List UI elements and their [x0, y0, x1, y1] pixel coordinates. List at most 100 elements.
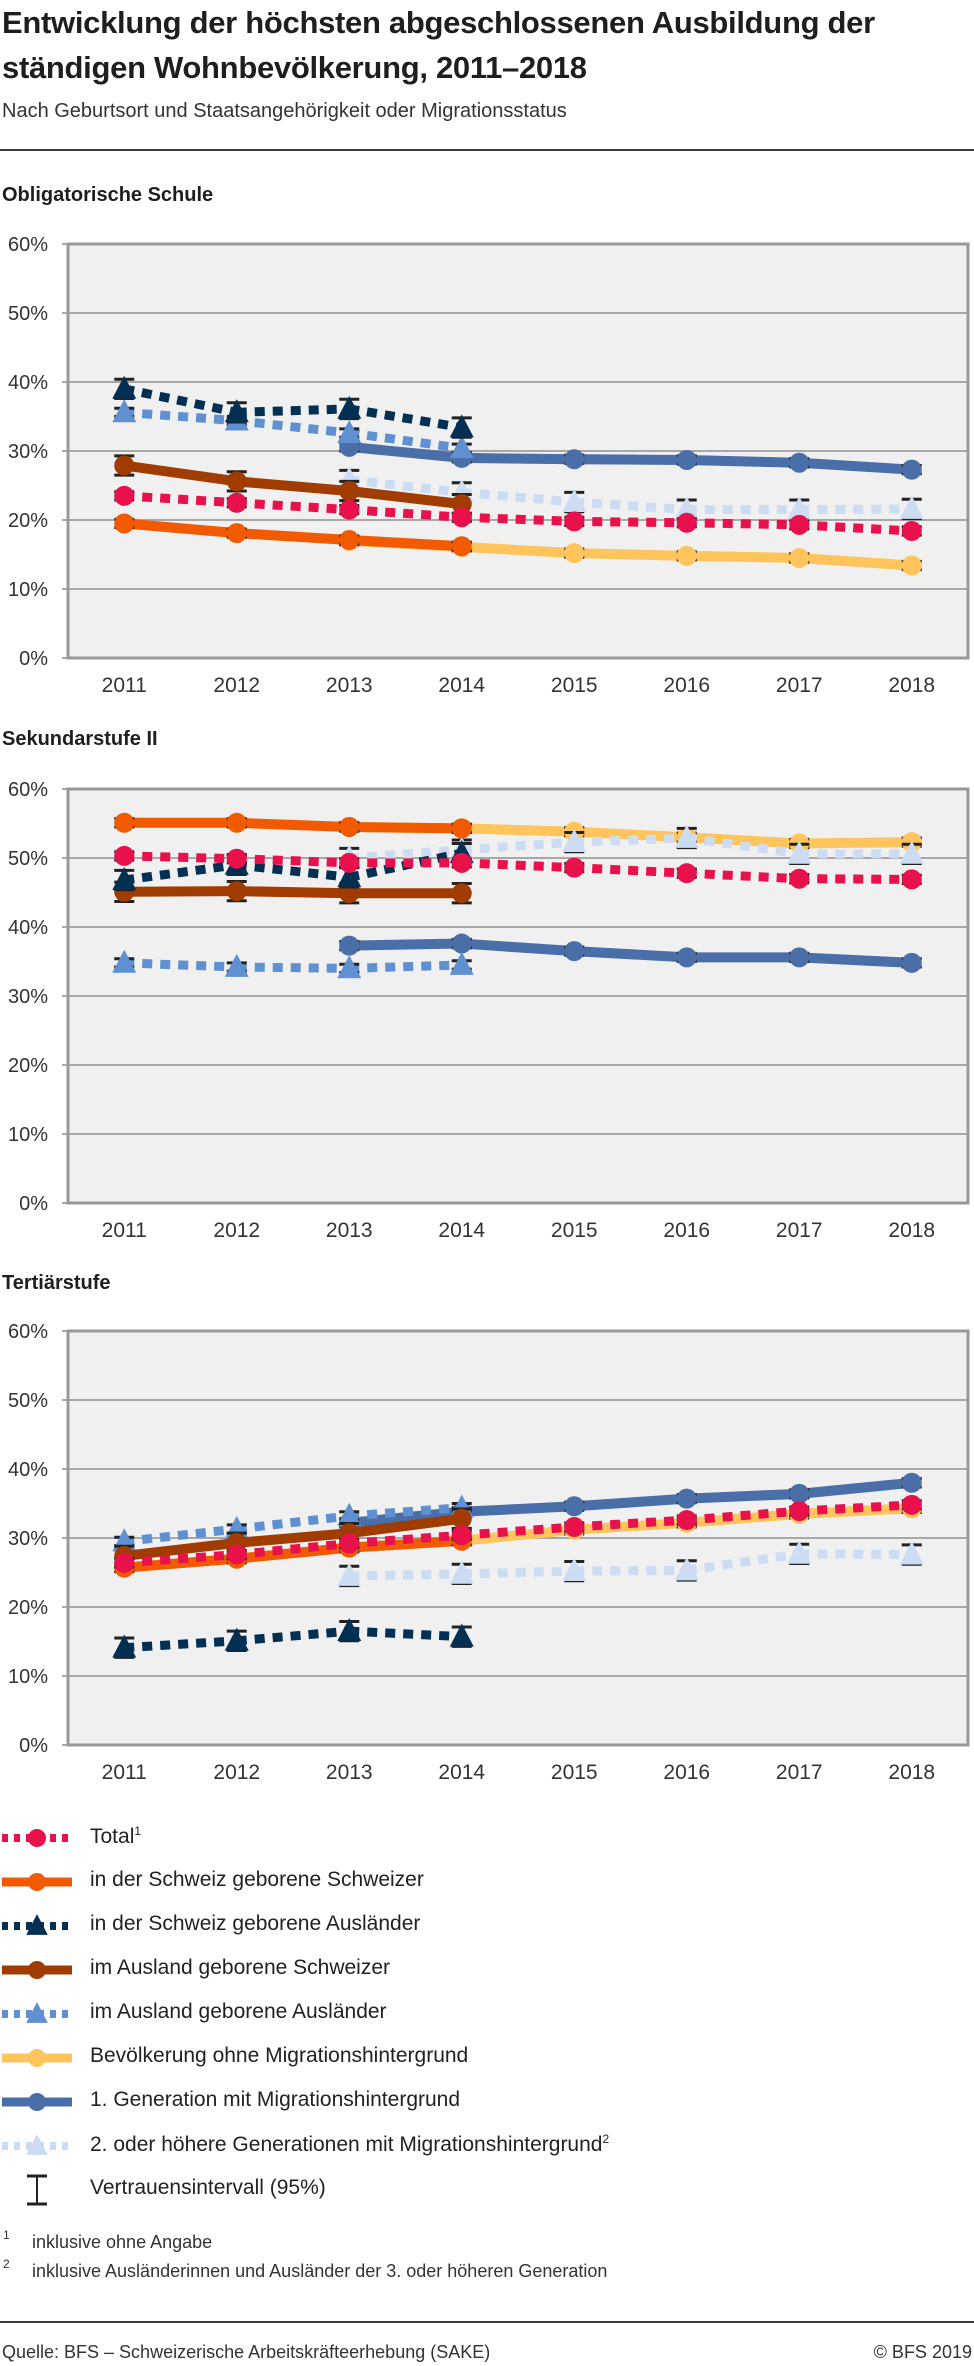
series-line-segment	[573, 1493, 688, 1512]
series-line-segment	[349, 938, 462, 951]
data-point	[339, 1533, 360, 1554]
chart-sekundarstufe: 0% 10% 20% 30% 40% 50% 60% 2011 2012 2013 2014 2015…	[8, 779, 970, 1242]
series-line-segment	[574, 454, 687, 465]
data-point	[787, 496, 812, 520]
data-point	[449, 1623, 474, 1647]
plot-frame	[66, 1329, 970, 1747]
data-point	[449, 435, 474, 459]
y-tick-label: 10%	[8, 1666, 48, 1688]
series-line-segment	[236, 476, 350, 497]
legend-marker	[26, 2002, 48, 2023]
series-line-segment	[348, 404, 463, 432]
series-line-segment	[124, 851, 237, 864]
data-point	[449, 951, 474, 975]
data-point	[789, 547, 810, 568]
series-line-segment	[123, 1524, 238, 1546]
data-point	[337, 1617, 362, 1642]
x-tick-label: 2011	[102, 1761, 147, 1784]
x-tick-label: 2014	[438, 1219, 485, 1242]
series-line-segment	[461, 512, 575, 526]
series-line-segment	[349, 1626, 462, 1642]
series-line-segment	[461, 938, 575, 957]
x-tick-label: 2014	[438, 674, 485, 697]
footnote-reference: 2	[602, 2132, 610, 2146]
series-line-segment	[461, 1566, 575, 1579]
footnote-1: 1 inklusive ohne Angabe	[0, 2228, 974, 2256]
series-line-segment	[123, 491, 238, 508]
x-tick-label: 2012	[213, 1761, 260, 1784]
data-point	[339, 852, 360, 873]
data-point	[226, 1544, 247, 1565]
legend-marker	[28, 2049, 46, 2067]
data-point	[564, 543, 585, 564]
series-line-segment	[799, 952, 912, 968]
data-point	[226, 848, 247, 869]
y-tick-label: 30%	[8, 441, 48, 463]
data-point	[676, 863, 697, 884]
y-tick-label: 60%	[8, 1321, 48, 1343]
series-line-segment	[461, 858, 575, 873]
data-point	[562, 488, 587, 512]
legend-item-im-ausland-geborene-ausl-nder: im Ausland geborene Ausländer	[0, 1994, 974, 2034]
data-point	[224, 399, 249, 423]
series-line-segment	[236, 886, 350, 899]
copyright: © BFS 2019	[873, 2342, 972, 2362]
series-line-segment	[236, 404, 350, 417]
x-tick-label: 2017	[776, 674, 823, 697]
series-line-segment	[236, 498, 350, 515]
data-point	[901, 459, 922, 480]
series-line-segment	[686, 868, 800, 884]
data-point	[562, 1557, 587, 1582]
legend-item-total: Total1	[0, 1818, 974, 1858]
series-line-segment	[236, 1511, 350, 1534]
series-line-segment	[124, 958, 237, 972]
data-point	[789, 514, 810, 535]
y-tick-label: 40%	[8, 1459, 48, 1481]
series-line-segment	[799, 504, 912, 515]
data-point	[114, 1552, 135, 1573]
data-point	[339, 530, 360, 551]
data-point	[564, 1496, 585, 1517]
y-tick-label: 50%	[8, 848, 48, 870]
footnote-mark: 1	[3, 2228, 10, 2242]
data-point	[901, 1494, 922, 1515]
series-line-segment	[574, 548, 687, 561]
series-line-segment	[573, 497, 688, 515]
data-point	[899, 1541, 924, 1565]
y-tick-label: 20%	[8, 510, 48, 532]
series-line-segment	[799, 1500, 912, 1516]
chart-title-obligatorische-schule: Obligatorische Schule	[2, 184, 214, 206]
series-line-segment	[123, 1550, 238, 1568]
legend-marker	[28, 1829, 46, 1847]
data-point	[674, 824, 699, 848]
series-line-segment	[686, 1488, 800, 1504]
footnote-mark: 2	[3, 2257, 10, 2271]
series-line-segment	[686, 454, 800, 468]
data-point	[337, 419, 362, 443]
data-point	[789, 1501, 810, 1522]
series-in-der-schweiz-geborene-schweizer	[114, 812, 472, 839]
data-point	[901, 869, 922, 890]
data-point	[114, 455, 135, 476]
series-line-segment	[124, 886, 237, 897]
data-point	[337, 395, 362, 419]
legend-label: in der Schweiz geborene Ausländer	[90, 1912, 421, 1935]
triangle-line-swatch-icon	[2, 2134, 72, 2155]
data-point	[564, 1516, 585, 1537]
series-line-segment	[686, 550, 800, 563]
x-tick-label: 2013	[326, 1219, 373, 1242]
legend-marker	[28, 2093, 46, 2111]
legend-label: Vertrauensintervall (95%)	[90, 2176, 326, 2199]
header-divider	[0, 149, 974, 151]
legend-item-bev-lkerung-ohne-migrationshintergrund: Bevölkerung ohne Migrationshintergrund	[0, 2038, 974, 2078]
circle-line-swatch-icon	[2, 2049, 72, 2067]
data-point	[901, 952, 922, 973]
data-point	[226, 523, 247, 544]
page-subtitle: Nach Geburtsort und Staatsangehörigkeit …	[2, 100, 567, 122]
series-line-segment	[348, 535, 463, 552]
x-tick-label: 2013	[326, 674, 373, 697]
series-line-segment	[461, 823, 575, 837]
legend-label: Bevölkerung ohne Migrationshintergrund	[90, 2044, 469, 2067]
circle-line-swatch-icon	[2, 1961, 72, 1979]
data-point	[451, 818, 472, 839]
